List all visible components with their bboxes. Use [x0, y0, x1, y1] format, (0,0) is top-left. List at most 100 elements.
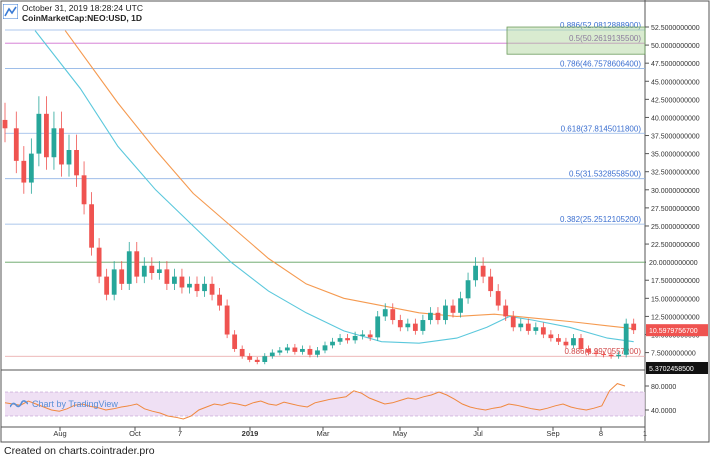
candle-body: [284, 347, 290, 351]
candle-body: [503, 305, 509, 317]
candle-body: [458, 298, 463, 313]
candle-body: [563, 341, 569, 346]
footer-credit: Created on charts.cointrader.pro: [4, 445, 155, 457]
candle-body: [465, 280, 471, 299]
candle-body: [141, 265, 147, 277]
price-tick-label: 25.0000000000: [651, 224, 700, 231]
candle-body: [179, 276, 185, 288]
last-price-tag-bg: [646, 324, 708, 337]
fib-level-label: 0.618(37.8145011800): [561, 124, 642, 133]
fibonacci-levels: 0.886(52.0812888900) 0.5(50.2619135500) 0.…: [5, 21, 646, 357]
candle-body: [382, 309, 388, 317]
tradingview-label: Chart by TradingView: [32, 399, 118, 409]
candle-body: [111, 269, 117, 295]
fib-level-label: 0.786(46.7578606400): [560, 60, 641, 69]
candle-body: [28, 153, 34, 183]
candle-body: [104, 276, 110, 295]
candle-body: [510, 316, 516, 328]
candle-body: [443, 305, 448, 321]
candle-body: [89, 204, 94, 248]
price-tags: 20.0000000000 10.5979756700 5.3702458500: [646, 256, 708, 374]
tradingview-brand[interactable]: Chart by TradingView: [10, 399, 118, 409]
candle-body: [488, 276, 494, 292]
candle-body: [495, 291, 501, 306]
price-tick-label: 32.5000000000: [651, 170, 700, 177]
target-zone-box: [506, 26, 646, 55]
candle-body: [307, 348, 313, 355]
candle-body: [36, 113, 42, 154]
price-axis: 52.5000000000 50.0000000000 47.5000000000 4…: [645, 25, 700, 358]
candle-body: [202, 283, 207, 292]
tradingview-logo-icon: [10, 400, 28, 408]
candle-body: [330, 341, 335, 346]
price-tick-label: 42.5000000000: [651, 97, 700, 104]
candle-body: [352, 335, 358, 341]
candle-body: [601, 354, 606, 356]
candle-body: [578, 338, 584, 349]
price-tick-label: 40.0000000000: [651, 115, 700, 122]
candle-body: [428, 312, 433, 321]
candle-body: [360, 334, 366, 336]
candle-body: [292, 347, 298, 352]
candle-body: [548, 334, 554, 339]
price-tick-label: 37.5000000000: [651, 134, 700, 141]
candle-body: [435, 312, 441, 321]
candle-body: [450, 305, 456, 313]
candle-body: [277, 350, 283, 353]
fib-level-label: 0.5(31.5328558500): [569, 170, 641, 179]
rsi-tick-label: 80.0000: [651, 384, 676, 391]
time-tick-label: 8: [599, 429, 603, 438]
candle-body: [149, 265, 155, 274]
candle-body: [119, 269, 125, 284]
time-tick-label: Oct: [129, 429, 142, 438]
level-20-tag-bg: [646, 256, 708, 269]
price-tick-label: 47.5000000000: [651, 61, 700, 68]
fib-level-label: 0.886(6.9970557200): [564, 347, 641, 356]
candle-body: [616, 354, 622, 357]
candle-body: [96, 247, 102, 277]
candle-body: [322, 345, 328, 351]
candle-body: [134, 251, 140, 277]
candle-body: [315, 350, 320, 355]
candle-body: [397, 320, 403, 328]
candle-body: [66, 150, 72, 165]
rsi-band: [5, 392, 645, 416]
time-tick-label: 7: [178, 429, 182, 438]
price-tick-label: 45.0000000000: [651, 79, 700, 86]
price-tick-label: 12.5000000000: [651, 314, 700, 321]
candle-body: [187, 283, 192, 288]
candle-body: [367, 334, 373, 338]
candle-body: [232, 334, 238, 349]
time-tick-label: Aug: [53, 429, 66, 438]
price-tick-label: 22.5000000000: [651, 242, 700, 249]
time-tick-label: Mar: [317, 429, 330, 438]
candle-body: [2, 119, 8, 129]
candle-body: [51, 128, 57, 158]
candle-body: [239, 348, 245, 357]
level-20-tag: 20.0000000000: [649, 260, 698, 267]
rsi-tick-label: 40.0000: [651, 408, 676, 415]
price-tick-label: 30.0000000000: [651, 188, 700, 195]
time-tick-label: Sep: [546, 429, 559, 438]
candle-body: [608, 354, 614, 357]
candle-body: [473, 265, 478, 281]
candle-body: [59, 128, 64, 165]
candle-body: [586, 348, 591, 353]
candle-body: [126, 251, 132, 284]
candle-body: [172, 276, 177, 284]
candle-body: [525, 323, 531, 331]
candlestick-series: [2, 96, 637, 365]
chart-background: [0, 0, 710, 443]
time-axis: Aug Oct 7 2019 Mar May Jul Sep 8 1: [53, 427, 647, 438]
chart-symbol: CoinMarketCap:NEO:USD, 1D: [22, 13, 142, 23]
candle-body: [571, 338, 576, 346]
candle-body: [44, 113, 49, 158]
candle-body: [156, 269, 162, 274]
candle-body: [405, 323, 411, 328]
price-tick-label: 27.5000000000: [651, 206, 700, 213]
low-price-tag-bg: [646, 361, 708, 374]
candle-body: [420, 320, 426, 331]
candle-body: [300, 348, 305, 352]
fib-level-label: 0.5(50.2619135500): [569, 34, 641, 43]
